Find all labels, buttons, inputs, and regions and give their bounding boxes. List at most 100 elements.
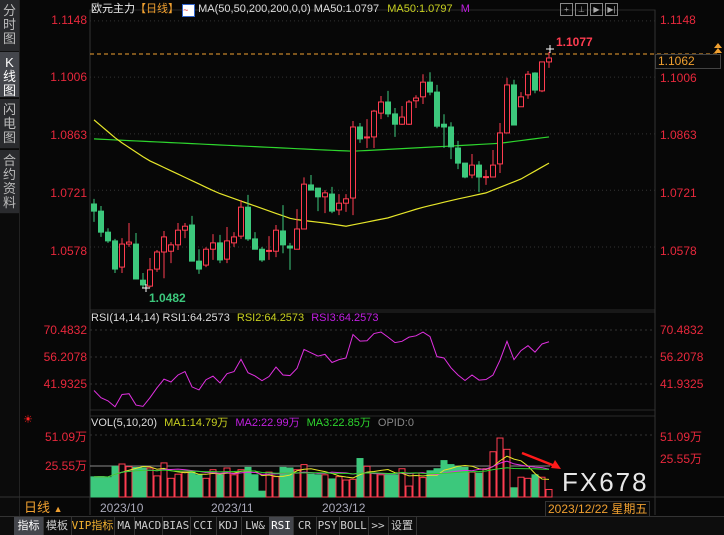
candle-body [301,183,307,230]
tab-kdj[interactable]: KDJ [216,517,242,535]
candle-body [273,229,279,252]
tab-indicators[interactable]: 指标 [14,517,44,535]
rsi-params[interactable]: RSI(14,14,14) [91,312,160,324]
period-label: 【日线】 [135,3,179,15]
caret-up-icon: ▲ [53,504,63,514]
tab-lwr[interactable]: LW& [241,517,270,535]
rsi-axis-right-3: 41.9325 [660,377,704,391]
volume-bar [209,469,217,498]
tab-vip-indicators[interactable]: VIP指标 [71,517,115,535]
tab-settings[interactable]: 设置 [388,517,417,535]
vol-axis-right-2: 25.55万 [660,452,703,466]
current-date-label: 2023/12/22 星期五 [545,501,651,517]
volume-bar [377,474,385,498]
volume-bar [132,466,140,498]
candle-body [112,240,118,270]
tab-cci[interactable]: CCI [190,517,217,535]
play-icon[interactable]: ▶ [590,3,603,16]
volume-bar [496,437,504,498]
low-marker-icon [142,284,150,292]
panel-frame [89,311,656,411]
vol-axis-left-2: 25.55万 [44,459,87,473]
volume-bar [258,490,266,498]
sidebar-tab-contract-info[interactable]: 合约资料 [0,150,19,214]
candle-body [224,240,230,260]
low-price-label: 1.0482 [149,291,186,305]
candle-body [448,126,454,148]
volume-bar [300,464,308,498]
volume-bar [195,474,203,498]
candle-body [336,202,342,211]
volume-bar [97,476,105,498]
period-selector-label: 日线 [24,500,51,515]
tab-rsi[interactable]: RSI [269,517,294,535]
price-axis-right-4: 1.0721 [660,186,697,200]
candle-body [371,110,377,138]
candle-body [161,236,167,253]
date-label-dec: 2023/12 [322,501,366,515]
candle-body [364,136,370,139]
sidebar-tab-kline[interactable]: K线图 [0,52,19,98]
volume-bar [510,487,518,498]
tab-boll[interactable]: BOLL [339,517,369,535]
candle-body [196,260,202,270]
vol-header: VOL(5,10,20) MA1:14.79万 MA2:22.99万 MA3:2… [91,417,414,430]
price-axis-left-3: 1.0863 [50,128,87,142]
tab-cr[interactable]: CR [293,517,317,535]
ma2-value: MA50:1.0797 [387,3,453,15]
tab-bias[interactable]: BIAS [162,517,191,535]
indicator-tabs: 指标 模板 VIP指标 MA MACD BIAS CCI KDJ LW& RSI… [0,516,724,535]
candle-body [231,236,237,244]
volume-bar [545,488,553,498]
price-axis-right-3: 1.0863 [660,128,697,142]
candle-body [322,192,328,198]
candle-body [259,248,265,261]
candle-body [168,244,174,252]
step-forward-icon[interactable]: ▶| [605,3,618,16]
candle-body [378,101,384,114]
bar-spacing-icon[interactable]: ⊥ [575,3,588,16]
settings-sun-icon[interactable]: ☀ [23,414,33,426]
candle-body [203,248,209,266]
vol-ma2-value: MA2:22.99万 [235,417,300,429]
high-price-label: 1.1077 [556,35,593,49]
candle-body [441,123,447,128]
panel-frame [89,9,656,311]
ma-params[interactable]: MA(50,50,200,200,0,0) [198,3,311,15]
price-axis-left-4: 1.0721 [50,186,87,200]
candle-body [182,225,188,231]
tab-macd[interactable]: MACD [134,517,163,535]
tab-ma[interactable]: MA [114,517,135,535]
vol-params[interactable]: VOL(5,10,20) [91,417,158,429]
candle-body [476,164,482,178]
sidebar-tab-timeshare[interactable]: 分时图 [0,0,19,52]
candle-body [392,113,398,125]
candle-body [294,228,300,250]
candle-body [280,230,286,246]
ma1-value: MA50:1.0797 [313,3,380,15]
period-selector[interactable]: 日线 ▲ [24,500,63,517]
vol-ma3-value: MA3:22.85万 [306,417,371,429]
volume-bar [321,474,329,498]
tab-psy[interactable]: PSY [316,517,340,535]
candle-body [238,206,244,237]
candle-body [455,147,461,164]
volume-bar [279,466,287,498]
volume-bar [125,466,133,498]
candle-body [105,231,111,242]
candle-body [154,251,160,270]
candle-body [385,101,391,115]
ma50-line [93,119,550,227]
indicator-icon[interactable]: ~ [182,4,196,17]
candle-body [98,210,104,233]
tab-templates[interactable]: 模板 [43,517,72,535]
tab-more[interactable]: >> [368,517,389,535]
candle-body [406,101,412,125]
volume-bar [223,467,231,498]
volume-bar [90,476,98,498]
sidebar-tab-flash[interactable]: 闪电图 [0,99,19,149]
crosshair-icon[interactable]: + [560,3,573,16]
candle-body [308,184,314,191]
date-label-oct: 2023/10 [100,501,144,515]
